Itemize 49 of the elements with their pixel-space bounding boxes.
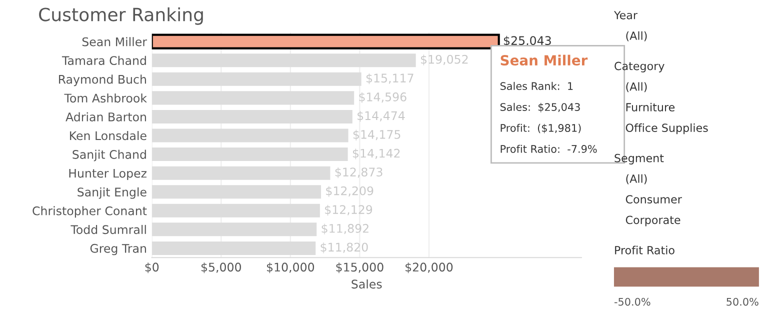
bar — [152, 166, 330, 180]
bar — [152, 54, 416, 68]
bar — [152, 222, 317, 236]
y-tick-label: Tamara Chand — [62, 56, 146, 66]
y-tick-label: Sanjit Engle — [78, 187, 146, 199]
text: -50.0% — [614, 298, 650, 306]
bar — [152, 110, 352, 124]
annotation: Sean Miller — [500, 54, 588, 66]
text: Year — [614, 11, 638, 20]
y-tick-label: Raymond Buch — [59, 74, 146, 86]
y-tick-label: Hunter Lopez — [69, 168, 146, 180]
y-tick-label: Sanjit Chand — [72, 150, 146, 162]
x-tick-label: $10,000 — [266, 262, 314, 274]
chart-title: Customer Ranking — [39, 7, 203, 25]
annotation: Sales: $25,043 — [500, 102, 580, 112]
bar — [152, 204, 320, 218]
text: 50.0% — [726, 298, 758, 306]
text: (All) — [626, 82, 647, 92]
y-tick-label: Adrian Barton — [66, 112, 146, 122]
text: Category — [614, 62, 664, 72]
x-tick-label: $20,000 — [406, 262, 453, 274]
bar — [152, 148, 348, 162]
x-axis-title: Sales — [352, 279, 382, 289]
x-tick-label: $0 — [145, 262, 159, 274]
text: Consumer — [626, 195, 682, 204]
data-label: $25,043 — [504, 36, 551, 47]
y-tick-label: Sean Miller — [82, 37, 148, 46]
bar — [152, 128, 348, 142]
annotation: Profit: ($1,981) — [500, 124, 581, 134]
x-tick-label: $5,000 — [201, 262, 242, 274]
text: Profit Ratio — [615, 246, 674, 254]
text: (All) — [626, 31, 647, 42]
text: Corporate — [626, 216, 680, 226]
annotation: Sales Rank: 1 — [500, 82, 573, 90]
bar — [152, 91, 354, 105]
text: Office Supplies — [626, 123, 708, 134]
y-tick-label: Ken Lonsdale — [70, 131, 146, 140]
bar — [152, 241, 316, 255]
text: (All) — [626, 174, 647, 184]
y-tick-label: Tom Ashbrook — [64, 93, 147, 103]
bar — [152, 72, 362, 86]
text: Segment — [614, 154, 664, 164]
y-tick-label: Greg Tran — [90, 244, 146, 256]
y-tick-label: Christopher Conant — [32, 206, 147, 218]
annotation: Profit Ratio: -7.9% — [500, 144, 597, 153]
x-tick-label: $15,000 — [336, 262, 384, 274]
bar — [152, 185, 322, 199]
text: Furniture — [626, 102, 675, 112]
y-tick-label: Todd Sumrall — [70, 224, 146, 234]
